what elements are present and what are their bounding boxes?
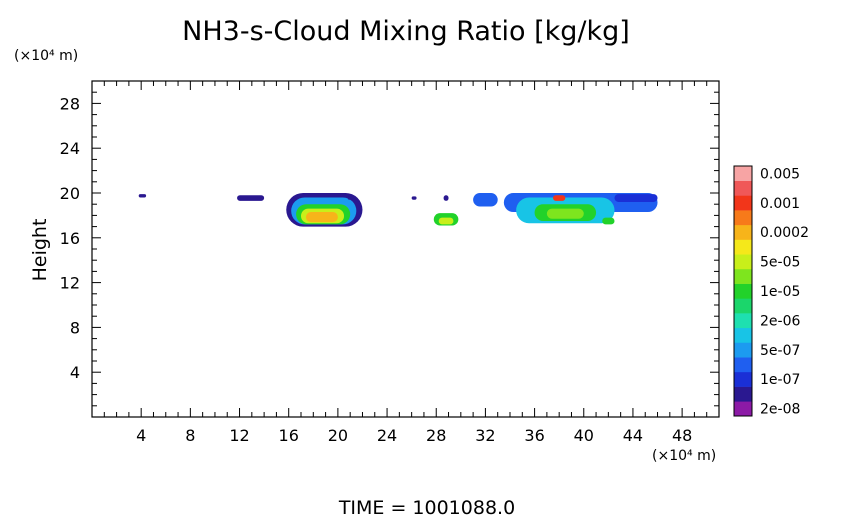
colorbar-swatch: [734, 195, 752, 211]
y-tick-label: 12: [60, 274, 80, 293]
y-unit-label: (×10⁴ m): [14, 48, 78, 64]
time-label: TIME = 1001088.0: [338, 497, 515, 519]
y-tick-label: 16: [60, 229, 80, 248]
x-tick-label: 28: [426, 426, 446, 445]
cloud-region-8: [411, 196, 417, 200]
colorbar-label: 5e-05: [760, 255, 800, 271]
cloud-region-16: [546, 208, 584, 219]
colorbar-swatch: [734, 254, 752, 270]
colorbar-label: 1e-05: [760, 284, 800, 300]
colorbar-swatch: [734, 342, 752, 358]
colorbar-swatch: [734, 371, 752, 387]
chart-title: NH3-s-Cloud Mixing Ratio [kg/kg]: [182, 16, 630, 47]
x-tick-label: 36: [524, 426, 544, 445]
colorbar-swatch: [734, 268, 752, 284]
colorbar-swatch: [734, 327, 752, 343]
colorbar-swatch: [734, 166, 752, 182]
colorbar-label: 0.0002: [760, 225, 809, 241]
x-tick-label: 12: [229, 426, 249, 445]
colorbar-swatch: [734, 298, 752, 314]
x-tick-label: 16: [279, 426, 299, 445]
plot-frame: [91, 80, 720, 418]
colorbar-label: 5e-07: [760, 343, 800, 359]
colorbar-label: 2e-08: [760, 402, 800, 418]
colorbar-swatch: [734, 224, 752, 240]
x-tick-label: 32: [475, 426, 495, 445]
colorbar-swatch: [734, 401, 752, 417]
cloud-region-6: [305, 212, 338, 223]
cloud-region-19: [614, 194, 658, 202]
cloud-region-7: [347, 196, 353, 200]
colorbar-swatch: [734, 239, 752, 255]
colorbar-label: 1e-07: [760, 372, 800, 388]
colorbar-swatch: [734, 180, 752, 196]
x-tick-label: 40: [574, 426, 594, 445]
colorbar: 2e-08 1e-07 5e-07 2e-06 1e-05 5e-05 0.0002 0.00…: [733, 165, 809, 418]
colorbar-swatch: [734, 210, 752, 226]
colorbar-swatch: [734, 313, 752, 329]
colorbar-label: 0.005: [760, 166, 800, 182]
cloud-region-10: [438, 217, 454, 225]
cloud-region-12: [473, 193, 498, 207]
colorbar-frame: [733, 165, 753, 417]
cloud-region-18: [602, 217, 615, 225]
x-tick-label: 20: [328, 426, 348, 445]
colorbar-swatch: [734, 386, 752, 402]
y-tick-label: 20: [60, 184, 80, 203]
colorbar-label: 0.001: [760, 196, 800, 212]
cloud-region-0: [138, 194, 147, 198]
colorbar-swatch: [734, 283, 752, 299]
x-tick-label: 4: [136, 426, 146, 445]
x-tick-label: 24: [377, 426, 397, 445]
y-tick-label: 8: [70, 318, 80, 337]
x-tick-label: 44: [623, 426, 643, 445]
cloud-region-17: [553, 195, 566, 201]
y-tick-label: 24: [60, 139, 80, 158]
cloud-region-1: [237, 195, 265, 201]
y-tick-label: 28: [60, 94, 80, 113]
cloud-region-11: [443, 195, 449, 201]
x-tick-label: 8: [185, 426, 195, 445]
y-axis-label: Height: [29, 219, 51, 282]
colorbar-label: 2e-06: [760, 313, 800, 329]
colorbar-swatch: [734, 357, 752, 373]
x-tick-label: 48: [672, 426, 692, 445]
y-tick-label: 4: [70, 363, 80, 382]
x-unit-label: (×10⁴ m): [652, 448, 716, 464]
